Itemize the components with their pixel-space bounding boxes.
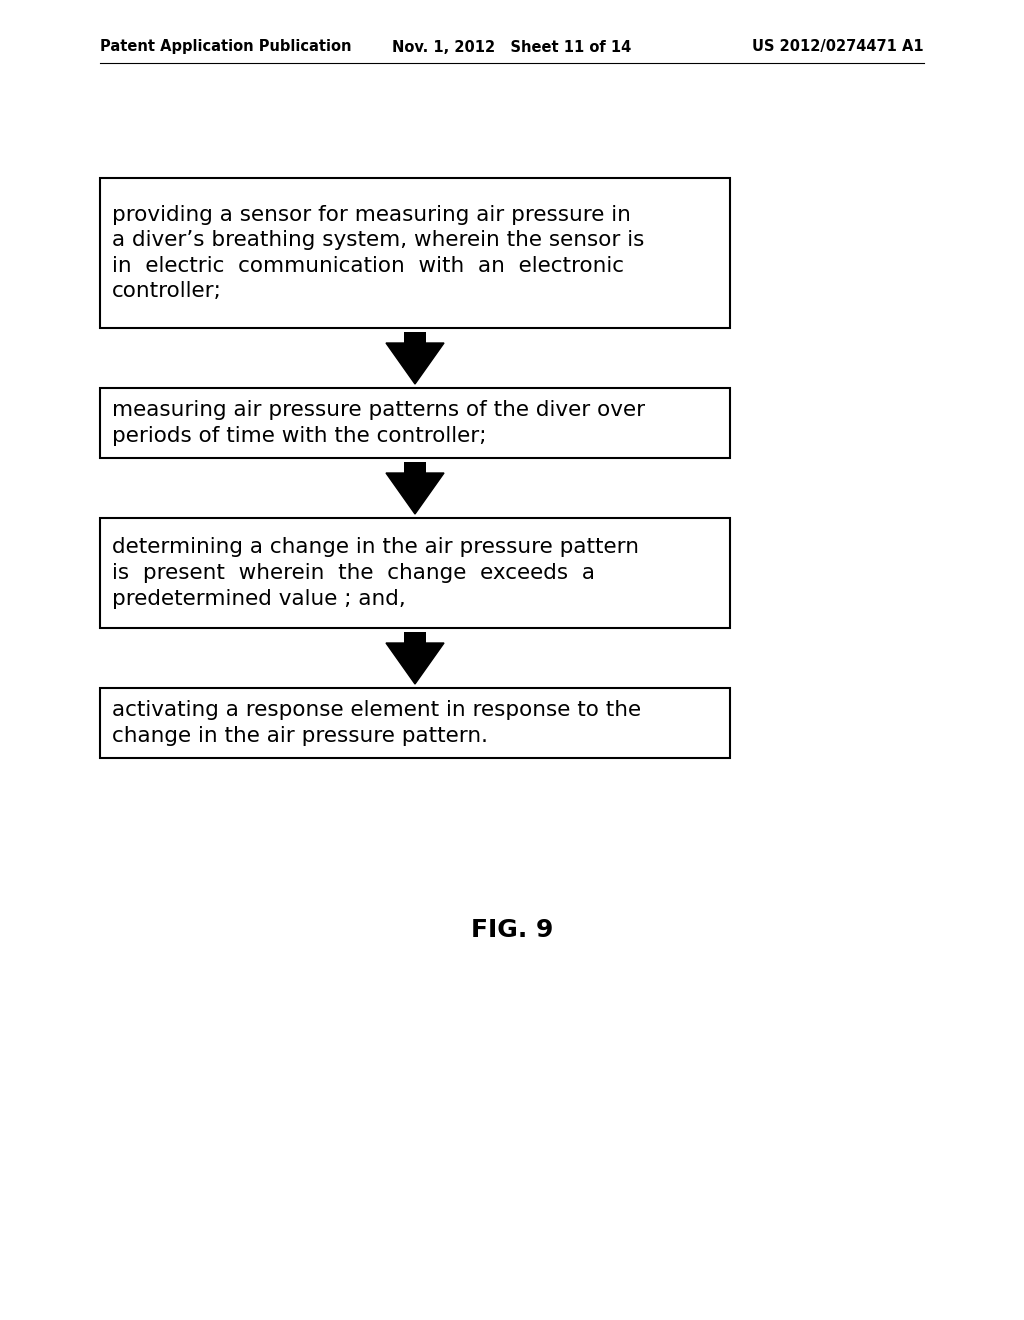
Bar [100, 517, 730, 628]
Bar [100, 178, 730, 327]
Text: measuring air pressure patterns of the diver over
periods of time with the contr: measuring air pressure patterns of the d… [112, 400, 645, 446]
Bar [404, 333, 426, 343]
Text: US 2012/0274471 A1: US 2012/0274471 A1 [753, 40, 924, 54]
Text: FIG. 9: FIG. 9 [471, 917, 553, 942]
Polygon shape [386, 343, 444, 384]
Text: activating a response element in response to the
change in the air pressure patt: activating a response element in respons… [112, 700, 641, 746]
Polygon shape [386, 473, 444, 513]
Bar [404, 462, 426, 473]
Text: determining a change in the air pressure pattern
is  present  wherein  the  chan: determining a change in the air pressure… [112, 537, 639, 609]
Bar [100, 388, 730, 458]
Text: providing a sensor for measuring air pressure in
a diver’s breathing system, whe: providing a sensor for measuring air pre… [112, 205, 644, 301]
Bar [404, 632, 426, 643]
Bar [100, 688, 730, 758]
Text: Patent Application Publication: Patent Application Publication [100, 40, 351, 54]
Polygon shape [386, 643, 444, 684]
Text: Nov. 1, 2012   Sheet 11 of 14: Nov. 1, 2012 Sheet 11 of 14 [392, 40, 632, 54]
